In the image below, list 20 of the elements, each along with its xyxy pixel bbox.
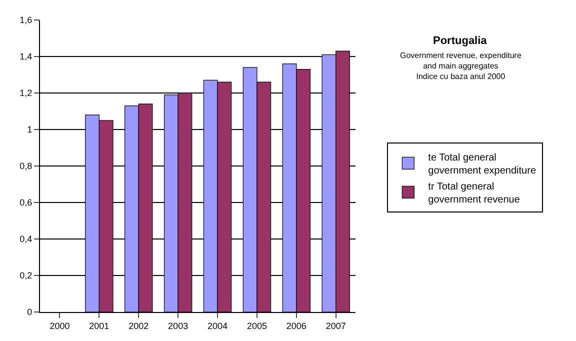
legend-label: tr Total general government revenue [428, 182, 520, 206]
y-tick-label: 0,6 [20, 198, 32, 208]
x-tick-label: 2002 [128, 320, 149, 331]
y-tick-label: 1,6 [20, 15, 32, 26]
x-tick-label: 2003 [168, 320, 188, 331]
y-tick-label: 1,4 [20, 52, 32, 62]
x-tick-label: 2007 [326, 320, 346, 331]
y-tick-label: 0,4 [20, 234, 32, 244]
y-tick-label: 1,2 [20, 88, 32, 98]
x-tick-label: 2004 [208, 320, 228, 331]
y-tick-label: 1 [27, 124, 32, 135]
x-tick-label: 2001 [89, 320, 110, 331]
y-tick-label: 0,8 [20, 161, 32, 172]
text: Government revenue, expenditure and main aggregates Indice cu baza anul 2000 [400, 51, 522, 81]
y-tick-label: 0,2 [20, 270, 32, 281]
x-tick-label: 2005 [246, 320, 267, 331]
x-tick-label: 2006 [286, 320, 306, 331]
y-tick-label: 0 [27, 307, 32, 318]
text: Portugalia [433, 35, 488, 47]
x-tick-label: 2000 [50, 320, 70, 331]
